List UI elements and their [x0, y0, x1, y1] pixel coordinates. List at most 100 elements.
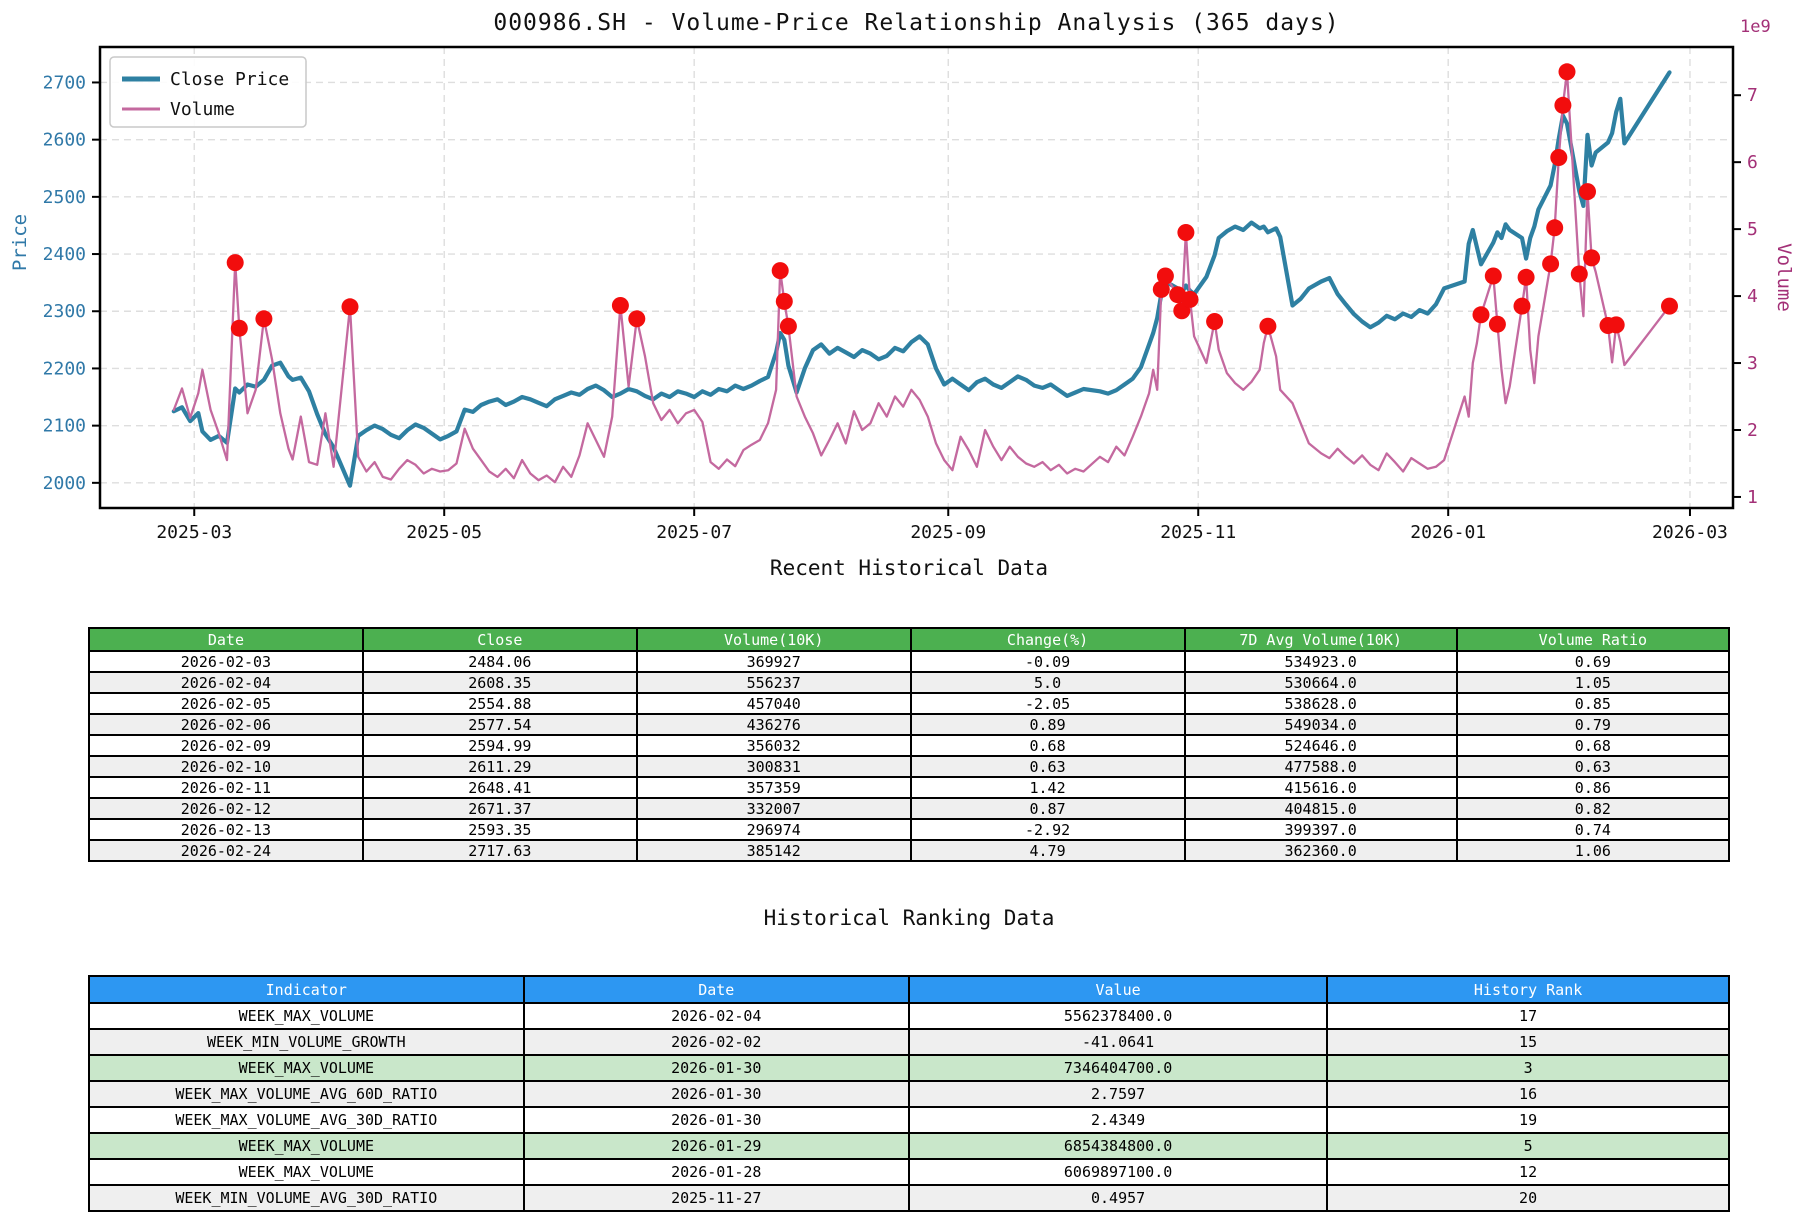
volume-anomaly-dot: [611, 297, 629, 314]
left-tick-label: 2500: [43, 187, 86, 208]
table-row: 2026-02-04 2608.35 556237 5.0 530664.0 1.05: [88, 671, 1731, 694]
table-cell: 0.86: [1455, 776, 1731, 799]
table-cell: 2484.06: [361, 650, 638, 673]
table-cell: 0.63: [909, 755, 1186, 778]
table-cell: 2026-02-09: [88, 734, 364, 757]
column-header: Volume Ratio: [1455, 627, 1731, 652]
column-header: Indicator: [88, 975, 525, 1004]
table-cell: 0.69: [1455, 650, 1731, 673]
table-cell: 2025-11-27: [522, 1184, 910, 1212]
volume-anomaly-dot: [1517, 268, 1535, 286]
table-cell: 17: [1326, 1002, 1730, 1030]
volume-anomaly-dot: [1472, 306, 1490, 324]
column-header: 7D Avg Volume(10K): [1183, 627, 1458, 652]
table-cell: -41.0641: [907, 1028, 1329, 1056]
left-tick-label: 2100: [43, 416, 86, 437]
table-cell: WEEK_MAX_VOLUME: [88, 1054, 525, 1082]
table-row: 2026-02-12 2671.37 332007 0.87 404815.0 0.82: [88, 797, 1731, 820]
right-tick-label: 6: [1747, 152, 1758, 173]
table-cell: 2026-02-24: [88, 839, 364, 862]
right-tick-label: 1: [1747, 487, 1758, 508]
table-cell: 2026-01-29: [522, 1132, 910, 1160]
table-cell: 6069897100.0: [907, 1158, 1329, 1186]
table-cell: 2026-02-02: [522, 1028, 910, 1056]
table-cell: 0.74: [1455, 818, 1731, 841]
volume-anomaly-dot: [1259, 317, 1277, 335]
table-cell: WEEK_MAX_VOLUME: [88, 1132, 525, 1160]
table-cell: 362360.0: [1183, 839, 1458, 862]
table-cell: 2026-01-30: [522, 1054, 910, 1082]
table-cell: 2577.54: [361, 713, 638, 736]
table-cell: 2611.29: [361, 755, 638, 778]
column-header: Date: [522, 975, 910, 1004]
right-tick-label: 2: [1747, 420, 1758, 441]
table-cell: 2026-02-12: [88, 797, 364, 820]
volume-anomaly-dot: [1177, 224, 1195, 241]
table-cell: 2026-02-06: [88, 713, 364, 736]
table-cell: 0.85: [1455, 692, 1731, 715]
volume-anomaly-dot: [779, 317, 797, 335]
x-tick-label: 2025-09: [910, 522, 986, 543]
table-row: WEEK_MAX_VOLUME_AVG_30D_RATIO 2026-01-30 2…: [88, 1106, 1730, 1134]
table-cell: 2717.63: [361, 839, 638, 862]
table-cell: 356032: [635, 734, 912, 757]
table-cell: 20: [1326, 1184, 1730, 1212]
table-row: WEEK_MAX_VOLUME 2026-02-04 5562378400.0 17: [88, 1002, 1730, 1030]
table-cell: 15: [1326, 1028, 1730, 1056]
legend-label: Close Price: [170, 69, 289, 90]
table-cell: 2026-02-11: [88, 776, 364, 799]
volume-anomaly-dot: [1484, 267, 1502, 285]
volume-anomaly-dot: [341, 298, 359, 316]
volume-anomaly-dot: [255, 310, 273, 328]
table-cell: 3: [1326, 1054, 1730, 1082]
volume-line: [172, 70, 1671, 484]
table-cell: 7346404700.0: [907, 1054, 1329, 1082]
table-row: WEEK_MAX_VOLUME 2026-01-30 7346404700.0 3: [88, 1054, 1730, 1082]
table-cell: 5562378400.0: [907, 1002, 1329, 1030]
x-tick-label: 2025-03: [156, 522, 232, 543]
left-tick-label: 2200: [43, 358, 86, 379]
volume-anomaly-dot: [1206, 313, 1224, 330]
table-header-row: Indicator Date Value History Rank: [88, 975, 1730, 1004]
table-cell: 2594.99: [361, 734, 638, 757]
table-cell: 12: [1326, 1158, 1730, 1186]
volume-anomaly-dot: [1488, 315, 1506, 333]
left-tick-label: 2700: [43, 72, 86, 93]
table-cell: 0.87: [909, 797, 1186, 820]
table-cell: 2026-02-04: [522, 1002, 910, 1030]
table-cell: 2026-02-13: [88, 818, 364, 841]
recent-table-title: Recent Historical Data: [769, 556, 1049, 580]
x-tick-label: 2025-05: [406, 522, 482, 543]
table-cell: 534923.0: [1183, 650, 1458, 673]
plot-frame: [98, 45, 1735, 510]
table-cell: 369927: [635, 650, 912, 673]
table-row: 2026-02-11 2648.41 357359 1.42 415616.0 0.86: [88, 776, 1731, 799]
table-row: 2026-02-06 2577.54 436276 0.89 549034.0 0.79: [88, 713, 1731, 736]
volume-anomaly-dot: [1550, 149, 1568, 166]
table-cell: 2554.88: [361, 692, 638, 715]
table-cell: 2026-02-10: [88, 755, 364, 778]
table-cell: 4.79: [909, 839, 1186, 862]
table-cell: 0.82: [1455, 797, 1731, 820]
table-cell: 415616.0: [1183, 776, 1458, 799]
right-axis-offset-text: 1e9: [1740, 17, 1771, 37]
chart-title: 000986.SH - Volume-Price Relationship An…: [493, 10, 1340, 36]
right-tick-label: 5: [1747, 219, 1758, 240]
table-cell: WEEK_MIN_VOLUME_GROWTH: [88, 1028, 525, 1056]
table-cell: 436276: [635, 713, 912, 736]
volume-anomaly-dot: [1570, 265, 1588, 283]
right-tick-label: 3: [1747, 353, 1758, 374]
table-cell: 0.63: [1455, 755, 1731, 778]
table-cell: WEEK_MAX_VOLUME_AVG_30D_RATIO: [88, 1106, 525, 1134]
volume-anomaly-dot: [1546, 219, 1564, 237]
table-row: WEEK_MAX_VOLUME 2026-01-29 6854384800.0 5: [88, 1132, 1730, 1160]
column-header: Volume(10K): [635, 627, 912, 652]
table-cell: 2026-02-04: [88, 671, 364, 694]
recent-history-table: Date Close Volume(10K) Change(%) 7D Avg Volu…: [88, 627, 1731, 862]
table-cell: 2026-02-03: [88, 650, 364, 673]
table-cell: 2026-01-28: [522, 1158, 910, 1186]
right-axis-label: Volume: [1773, 243, 1795, 312]
table-cell: 477588.0: [1183, 755, 1458, 778]
volume-anomaly-dot: [1579, 183, 1596, 201]
table-cell: 399397.0: [1183, 818, 1458, 841]
